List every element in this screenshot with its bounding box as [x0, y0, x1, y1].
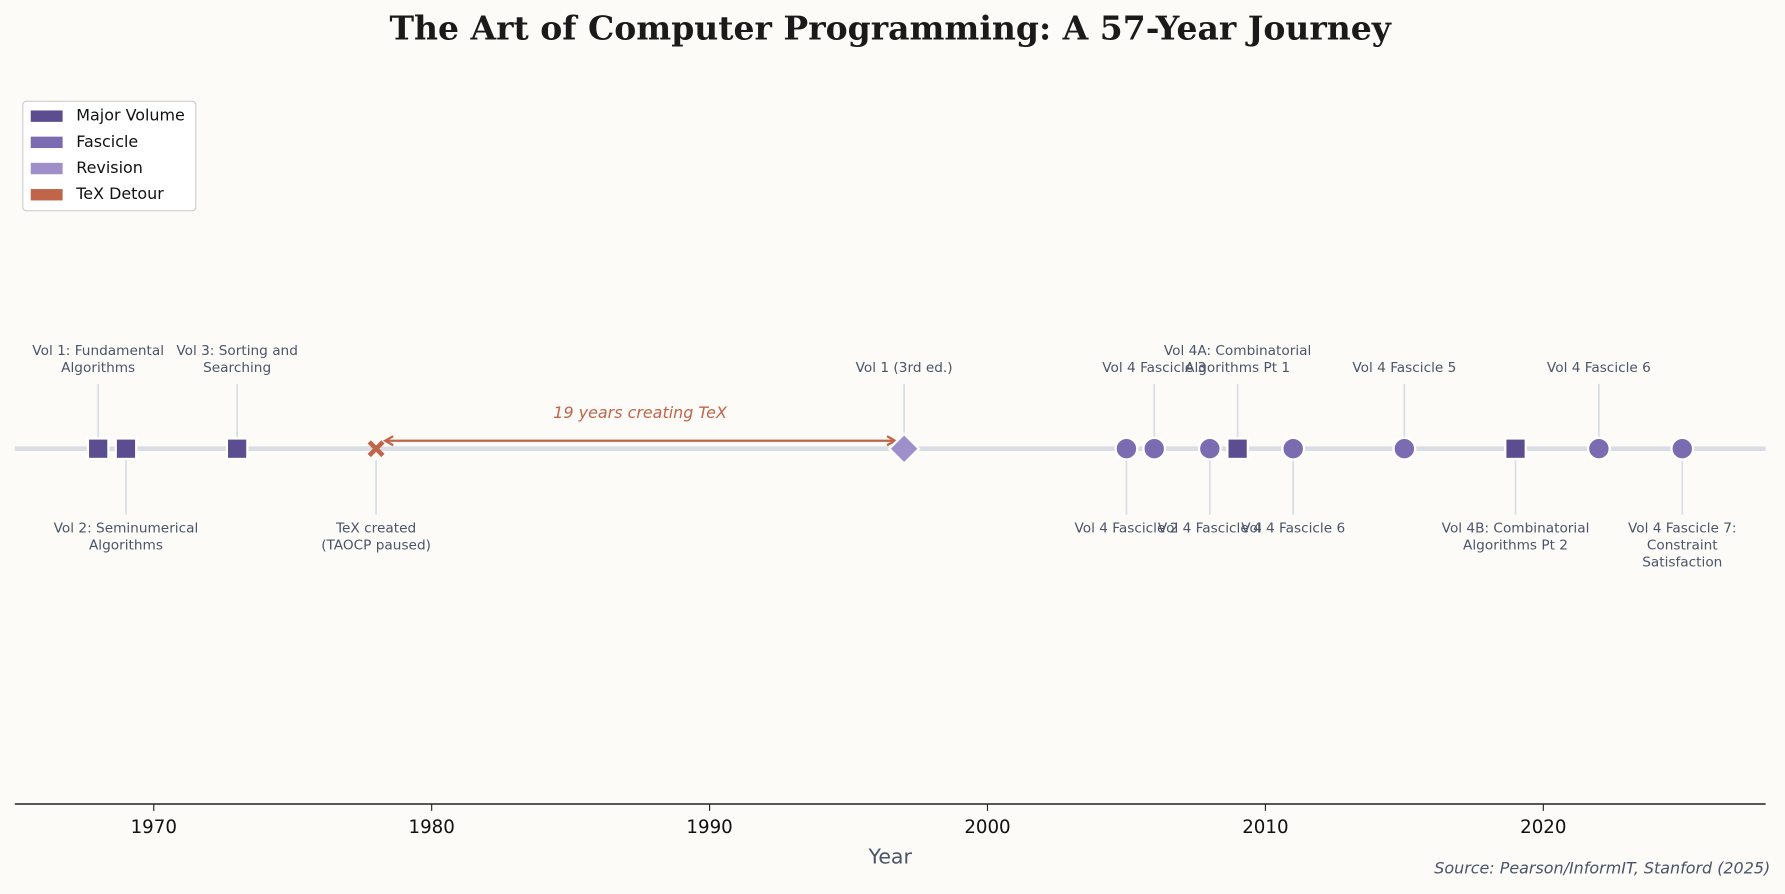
event-label: Vol 4A: Combinatorial Algorithms Pt 1	[1164, 343, 1311, 376]
annotation-arrow	[382, 435, 898, 447]
marker	[367, 440, 385, 458]
event-label: Vol 1: Fundamental Algorithms	[32, 343, 164, 376]
event-label: Vol 4 Fascicle 6	[1241, 520, 1345, 536]
marker	[887, 432, 921, 466]
legend-swatch	[30, 110, 63, 122]
legend-label: TeX Detour	[75, 184, 164, 203]
marker	[1392, 436, 1417, 461]
marker	[86, 437, 110, 461]
annotation-text: 19 years creating TeX	[553, 403, 728, 422]
legend-label: Major Volume	[76, 106, 185, 125]
marker	[1670, 436, 1695, 461]
marker	[114, 437, 138, 461]
marker	[1142, 436, 1167, 461]
marker	[225, 437, 249, 461]
legend-swatch	[30, 189, 63, 201]
x-tick-label: 2010	[1242, 817, 1288, 838]
event-label: Vol 4 Fascicle 5	[1352, 360, 1456, 376]
event-label: Vol 3: Sorting and Searching	[176, 343, 298, 376]
legend	[22, 100, 197, 212]
event-label: Vol 4B: Combinatorial Algorithms Pt 2	[1442, 520, 1590, 553]
legend-swatch	[30, 136, 63, 149]
event-label: Vol 4 Fascicle 2	[1074, 520, 1178, 536]
event-label: Vol 4 Fascicle 6	[1547, 360, 1651, 376]
x-tick-label: 1980	[409, 817, 455, 838]
x-axis-label: Year	[868, 845, 913, 869]
legend-label: Fascicle	[76, 132, 138, 151]
legend-swatch	[30, 162, 63, 175]
event-label: Vol 4 Fascicle 7: Constraint Satisfaction	[1628, 520, 1737, 570]
event-label: Vol 4 Fascicle 3	[1102, 360, 1206, 376]
marker	[1504, 437, 1527, 461]
x-tick-label: 2000	[964, 817, 1010, 838]
marker	[1586, 436, 1611, 461]
arrow-head	[382, 435, 898, 447]
marker	[1281, 436, 1306, 461]
chart-title: The Art of Computer Programming: A 57-Ye…	[389, 9, 1391, 48]
marker	[1114, 436, 1139, 461]
event-label: Vol 1 (3rd ed.)	[856, 360, 953, 376]
event-label: Vol 4 Fascicle 4	[1158, 520, 1262, 536]
x-tick-label: 2020	[1520, 817, 1566, 838]
marker	[1226, 437, 1249, 461]
source-note: Source: Pearson/InformIT, Stanford (2025…	[1434, 858, 1770, 877]
event-label: Vol 2: Seminumerical Algorithms	[54, 520, 199, 553]
legend-label: Revision	[76, 158, 143, 177]
x-tick-label: 1990	[686, 817, 732, 838]
marker	[1197, 436, 1222, 461]
event-label: TeX created (TAOCP paused)	[321, 520, 431, 553]
x-tick-label: 1970	[131, 817, 177, 838]
